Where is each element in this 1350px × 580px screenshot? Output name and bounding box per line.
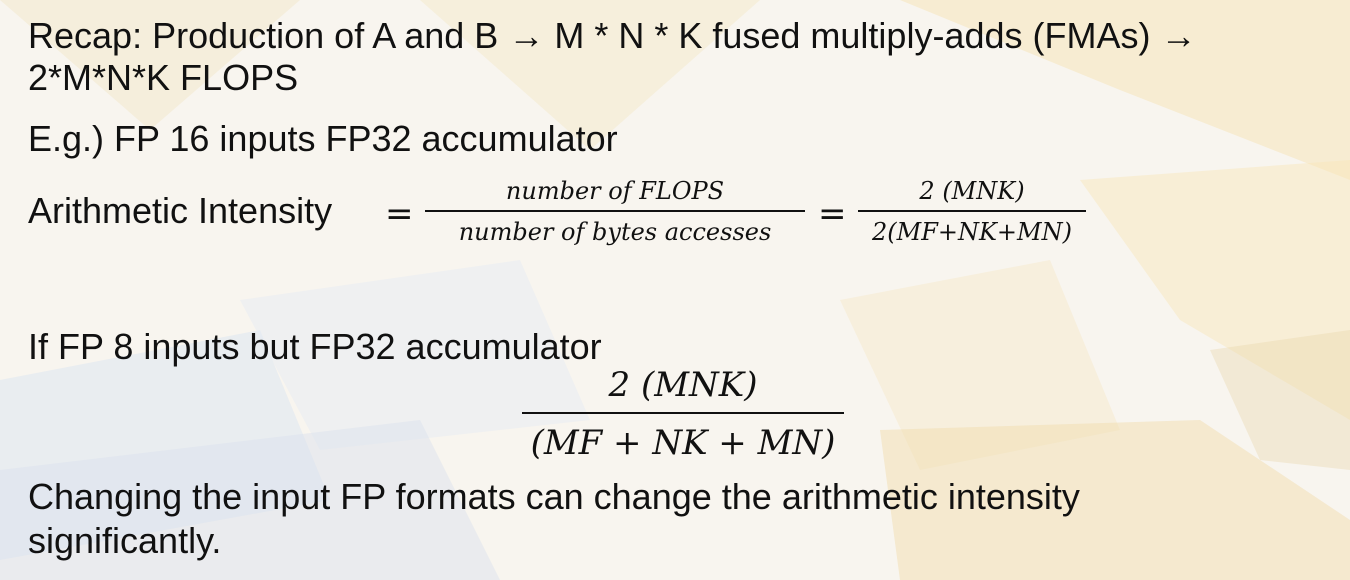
equals-sign-2: = bbox=[818, 194, 847, 234]
conclusion-line-1: Changing the input FP formats can change… bbox=[28, 476, 1080, 517]
fp16-fraction-denominator: 2(MF+NK+MN) bbox=[872, 218, 1072, 246]
conclusion-line-2: significantly. bbox=[28, 520, 222, 561]
recap-line-1: Recap: Production of A and B → M * N * K… bbox=[28, 15, 1197, 56]
fp8-example-heading: If FP 8 inputs but FP32 accumulator bbox=[28, 326, 602, 367]
fraction-bar bbox=[425, 210, 805, 212]
fp8-fraction-numerator: 2 (MNK) bbox=[608, 365, 758, 405]
fraction-denominator: number of bytes accesses bbox=[458, 218, 772, 246]
fp8-arithmetic-intensity-fraction: 2 (MNK) (MF + NK + MN) bbox=[522, 364, 844, 464]
arithmetic-intensity-label: Arithmetic Intensity bbox=[28, 190, 333, 231]
flops-bytes-fraction: number of FLOPS number of bytes accesses bbox=[425, 176, 805, 247]
fp16-fraction-bar bbox=[858, 210, 1086, 212]
fp16-arithmetic-intensity-fraction: 2 (MNK) 2(MF+NK+MN) bbox=[858, 176, 1086, 247]
fp8-fraction-bar bbox=[522, 412, 844, 414]
equals-sign-1: = bbox=[385, 194, 414, 234]
fraction-numerator: number of FLOPS bbox=[505, 177, 725, 205]
recap-line-2: 2*M*N*K FLOPS bbox=[28, 57, 299, 98]
fp16-example-heading: E.g.) FP 16 inputs FP32 accumulator bbox=[28, 118, 618, 159]
fp8-fraction-denominator: (MF + NK + MN) bbox=[530, 423, 836, 463]
fp16-fraction-numerator: 2 (MNK) bbox=[919, 177, 1025, 205]
